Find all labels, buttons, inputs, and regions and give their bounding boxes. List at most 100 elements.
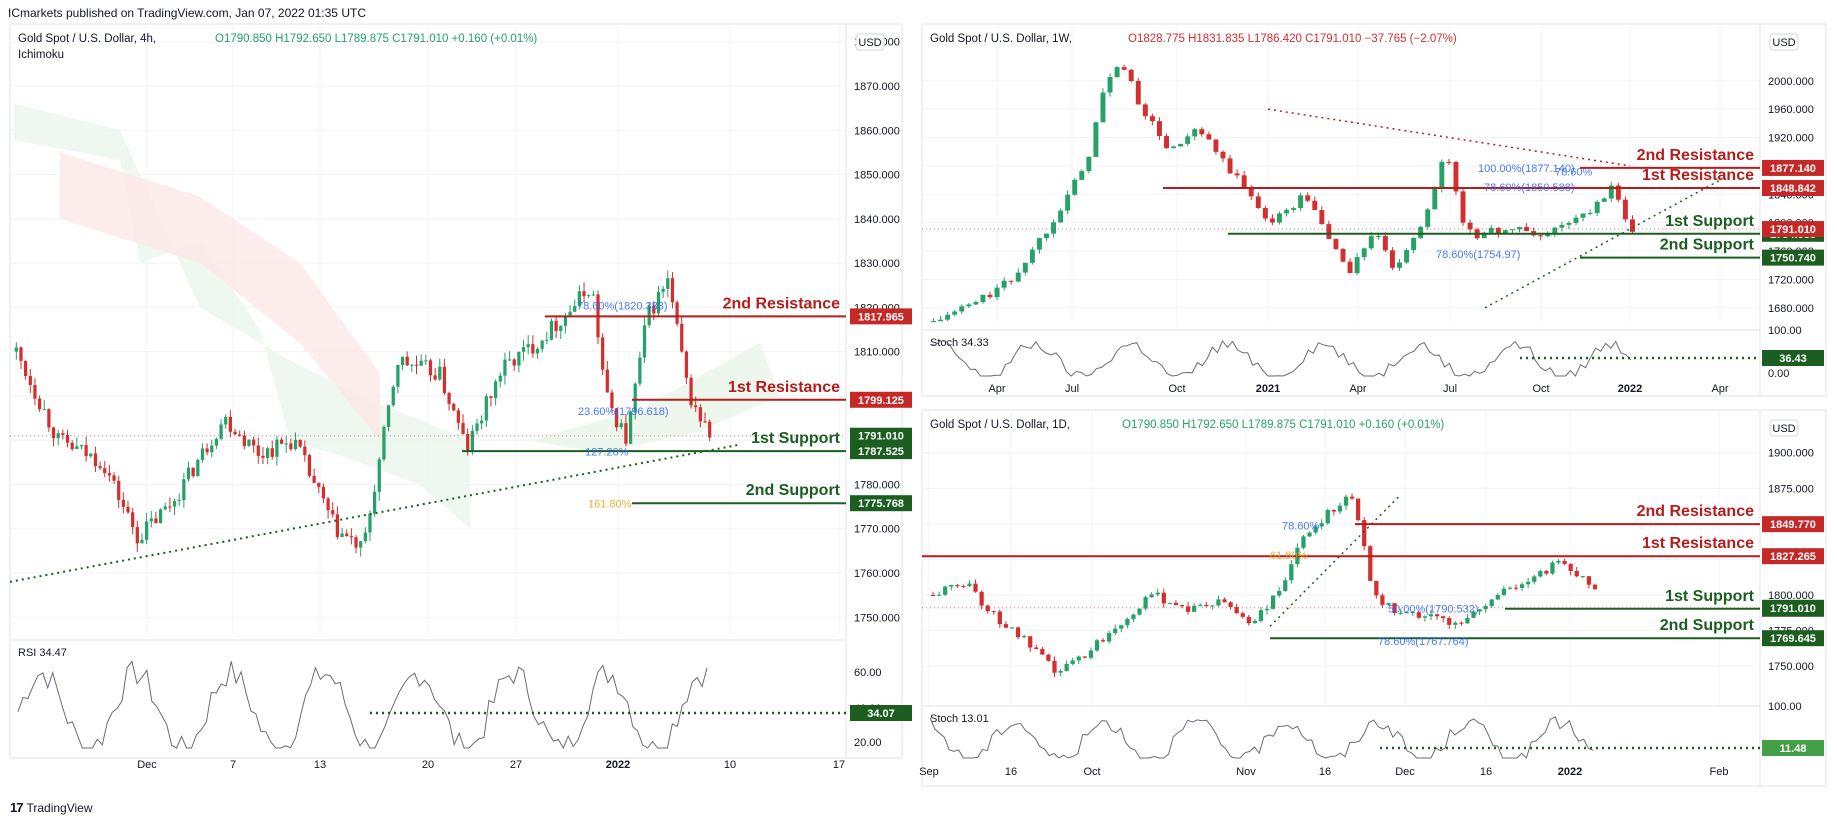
chart-panel-h4: 1880.0001870.0001860.0001850.0001840.000…	[9, 23, 912, 771]
candle-body	[559, 325, 563, 331]
candle-body	[1532, 576, 1537, 582]
candle-body	[149, 518, 153, 522]
candle-body	[549, 320, 554, 340]
candle-body	[1094, 640, 1100, 651]
candle-body	[689, 377, 693, 406]
tradingview-logo-icon[interactable]: 17	[10, 800, 24, 815]
footer-brand[interactable]: TradingView	[26, 800, 93, 815]
candle-body	[656, 291, 661, 314]
level-tag	[850, 443, 912, 460]
level-tag-value: 1787.525	[858, 446, 904, 458]
candle-body	[1375, 236, 1381, 238]
candle-body	[563, 315, 568, 326]
candle-body	[1262, 208, 1268, 219]
candle-body	[252, 439, 256, 446]
candle-body	[317, 482, 321, 487]
candle-body	[1283, 580, 1288, 591]
candle-body	[1234, 173, 1240, 176]
candle-body	[642, 325, 647, 358]
candle-body	[979, 591, 984, 606]
candle-body	[1507, 587, 1513, 589]
candle-body	[214, 438, 219, 446]
y-tick-label: 1750.000	[1768, 661, 1814, 673]
candle-body	[1213, 139, 1219, 152]
candle-body	[224, 416, 228, 425]
y-tick-label: 1850.000	[854, 170, 900, 182]
osc-tag	[1762, 350, 1824, 366]
candle-body	[930, 595, 936, 596]
fib-label: 61.80%	[1270, 550, 1308, 562]
candle-body	[158, 509, 163, 524]
candle-body	[70, 442, 74, 450]
candle-body	[1001, 280, 1007, 288]
currency-box	[1769, 419, 1799, 437]
candle-body	[340, 533, 344, 538]
y-tick-label: 1760.000	[854, 568, 900, 580]
candle-body	[1246, 616, 1251, 624]
osc-tick-label: 100.00	[1768, 325, 1802, 337]
x-tick-label: Apr	[1349, 383, 1366, 395]
candle-body	[945, 314, 951, 320]
ohlc-readout: O1828.775 H1831.835 L1786.420 C1791.010 …	[1128, 33, 1457, 45]
candle-body	[1517, 227, 1522, 230]
candle-body	[1022, 636, 1027, 638]
candle-body	[405, 356, 409, 366]
osc-name: Stoch 34.33	[930, 337, 989, 349]
x-tick-label: 16	[1319, 766, 1331, 778]
candle-body	[298, 439, 302, 447]
candle-body	[1065, 194, 1071, 211]
price-tag-value: 1791.010	[1770, 224, 1816, 236]
y-tick-label: 1780.000	[854, 479, 900, 491]
candle-body	[1397, 262, 1402, 268]
candle-body	[1044, 233, 1049, 239]
candle-body	[633, 383, 637, 412]
candle-body	[1206, 134, 1212, 140]
x-tick-label: Oct	[1532, 383, 1549, 395]
candle-body	[65, 434, 70, 443]
candle-body	[1198, 604, 1203, 606]
candle-body	[1107, 77, 1113, 93]
level-label: 2nd Support	[1660, 617, 1755, 634]
candle-body	[1277, 590, 1282, 596]
y-tick-label: 1680.000	[1768, 303, 1814, 315]
candle-body	[1210, 605, 1215, 607]
candle-body	[966, 304, 972, 307]
candle-body	[1501, 588, 1506, 595]
currency-label: USD	[858, 37, 881, 49]
candle-body	[1347, 261, 1353, 274]
level-label: 1st Support	[751, 430, 841, 447]
level-tag	[1762, 516, 1824, 533]
level-tag	[1762, 159, 1824, 176]
level-tag	[850, 308, 912, 325]
candle-body	[144, 521, 149, 540]
candle-body	[1354, 257, 1360, 274]
candle-body	[694, 405, 698, 408]
candle-body	[591, 294, 595, 296]
fib-label: 78.60%(1754.97)	[1436, 249, 1520, 261]
candle-body	[1289, 564, 1294, 581]
candle-body	[931, 321, 937, 323]
candle-body	[1161, 592, 1166, 604]
candle-body	[1204, 604, 1209, 606]
candle-body	[1380, 595, 1385, 605]
candle-body	[307, 455, 312, 476]
level-tag	[1762, 249, 1824, 266]
candle-body	[284, 443, 288, 445]
candle-body	[1453, 622, 1458, 625]
candle-body	[261, 455, 265, 458]
candle-body	[107, 473, 112, 476]
level-tag	[850, 495, 912, 512]
candle-body	[1418, 226, 1424, 238]
price-tag-value: 1791.010	[858, 431, 904, 443]
candle-body	[1291, 208, 1297, 210]
candle-body	[1592, 584, 1598, 590]
candle-body	[93, 453, 98, 467]
candle-body	[461, 422, 465, 434]
candle-body	[1137, 608, 1142, 615]
candle-body	[582, 291, 586, 297]
osc-line	[929, 340, 1632, 377]
osc-tag-value: 34.07	[867, 708, 895, 720]
candle-body	[987, 294, 993, 298]
x-tick-label: 2022	[1618, 383, 1642, 395]
candle-body	[1477, 609, 1482, 612]
